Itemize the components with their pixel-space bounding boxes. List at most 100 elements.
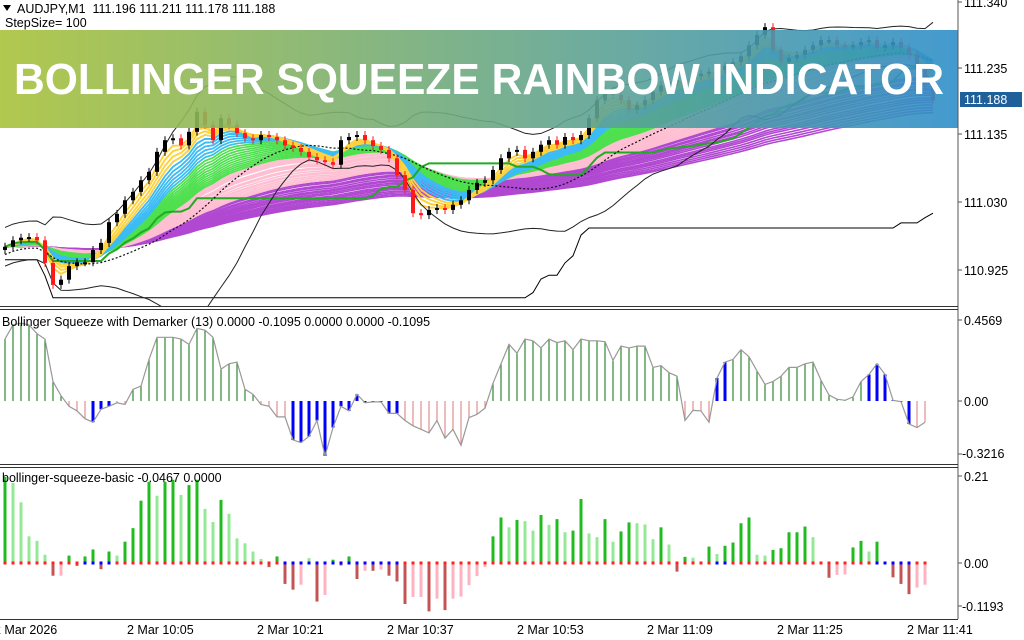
current-price-label: 111.188 <box>964 93 1007 107</box>
candle-body <box>179 138 183 146</box>
candle-body <box>147 171 151 181</box>
squeeze-histogram-bar <box>219 499 223 563</box>
time-label: 2 Mar 10:37 <box>387 623 454 637</box>
squeeze-histogram-bar <box>675 563 679 572</box>
candle-body <box>259 135 263 141</box>
demarker-squeeze-panel[interactable] <box>4 322 926 457</box>
squeeze-dot <box>923 561 927 565</box>
squeeze-dot <box>675 561 679 565</box>
squeeze-dot <box>811 561 815 565</box>
candle-body <box>131 191 135 201</box>
squeeze-dot <box>83 561 87 565</box>
squeeze-dot <box>339 561 343 565</box>
candle-body <box>515 149 519 152</box>
squeeze-dot <box>195 561 199 565</box>
candle-body <box>355 135 359 138</box>
squeeze-dot <box>171 561 175 565</box>
squeeze-histogram-bar <box>907 563 911 595</box>
squeeze-histogram-bar <box>771 549 775 563</box>
candle-body <box>435 208 439 211</box>
indicator1-tick: 0.00 <box>964 395 988 409</box>
squeeze-dot <box>139 561 143 565</box>
squeeze-basic-panel[interactable] <box>3 476 927 612</box>
squeeze-histogram-bar <box>595 537 599 563</box>
squeeze-histogram-bar <box>107 551 111 563</box>
squeeze-dot <box>11 561 15 565</box>
squeeze-dot <box>627 561 631 565</box>
squeeze-dot <box>75 561 79 565</box>
candle-body <box>115 213 119 223</box>
squeeze-dot <box>227 561 231 565</box>
squeeze-histogram-bar <box>747 517 751 563</box>
candle-body <box>315 156 319 161</box>
squeeze-dot <box>643 561 647 565</box>
squeeze-histogram-bar <box>179 494 183 563</box>
squeeze-dot <box>515 561 519 565</box>
squeeze-histogram-bar <box>235 538 239 563</box>
triangle-down-icon[interactable] <box>3 5 11 11</box>
price-tick: 111.340 <box>964 0 1007 10</box>
squeeze-dot <box>99 561 103 565</box>
squeeze-histogram-bar <box>203 508 207 563</box>
squeeze-histogram-bar <box>891 563 895 578</box>
squeeze-dot <box>659 561 663 565</box>
squeeze-histogram-bar <box>651 539 655 563</box>
squeeze-histogram-bar <box>395 563 399 582</box>
squeeze-dot <box>27 561 31 565</box>
candle-body <box>299 147 303 152</box>
squeeze-dot <box>859 561 863 565</box>
squeeze-histogram-bar <box>435 563 439 599</box>
candle-body <box>27 237 31 240</box>
candle-body <box>163 140 167 152</box>
time-label: 2 Mar 11:41 <box>907 623 973 637</box>
squeeze-dot <box>59 561 63 565</box>
squeeze-dot <box>379 561 383 565</box>
candle-body <box>323 160 327 163</box>
squeeze-dot <box>875 561 879 565</box>
candle-body <box>275 136 279 141</box>
candle-body <box>499 158 503 170</box>
time-label: 2 Mar 10:21 <box>257 623 324 637</box>
candle-body <box>371 140 375 147</box>
squeeze-histogram-bar <box>491 536 495 563</box>
squeeze-histogram-bar <box>915 563 919 588</box>
candle-body <box>379 146 383 150</box>
squeeze-dot <box>531 561 535 565</box>
squeeze-histogram-bar <box>531 530 535 563</box>
squeeze-dot <box>771 561 775 565</box>
squeeze-dot <box>219 561 223 565</box>
squeeze-dot <box>371 561 375 565</box>
squeeze-histogram-bar <box>275 556 279 563</box>
squeeze-histogram-bar <box>755 554 759 563</box>
squeeze-dot <box>131 561 135 565</box>
squeeze-dot <box>67 561 71 565</box>
time-label: 2 Mar 10:05 <box>127 623 194 637</box>
squeeze-histogram-bar <box>139 500 143 563</box>
squeeze-histogram-bar <box>83 556 87 563</box>
squeeze-histogram-bar <box>507 527 511 563</box>
squeeze-histogram-bar <box>259 558 263 563</box>
candle-body <box>339 140 343 165</box>
squeeze-histogram-bar <box>811 537 815 563</box>
candle-body <box>75 262 79 267</box>
candle-body <box>3 246 7 250</box>
candle-body <box>171 138 175 141</box>
squeeze-dot <box>667 561 671 565</box>
squeeze-histogram-bar <box>523 521 527 563</box>
squeeze-dot <box>211 561 215 565</box>
squeeze-histogram-bar <box>763 555 767 563</box>
squeeze-dot <box>203 561 207 565</box>
squeeze-histogram-bar <box>451 563 455 599</box>
squeeze-histogram-bar <box>843 563 847 575</box>
squeeze-dot <box>395 561 399 565</box>
squeeze-dot <box>451 561 455 565</box>
squeeze-dot <box>323 561 327 565</box>
squeeze-histogram-bar <box>731 542 735 563</box>
squeeze-dot <box>315 561 319 565</box>
squeeze-histogram-bar <box>643 524 647 563</box>
squeeze-histogram-bar <box>827 563 831 578</box>
squeeze-dot <box>547 561 551 565</box>
squeeze-dot <box>259 561 263 565</box>
squeeze-histogram-bar <box>123 541 127 563</box>
